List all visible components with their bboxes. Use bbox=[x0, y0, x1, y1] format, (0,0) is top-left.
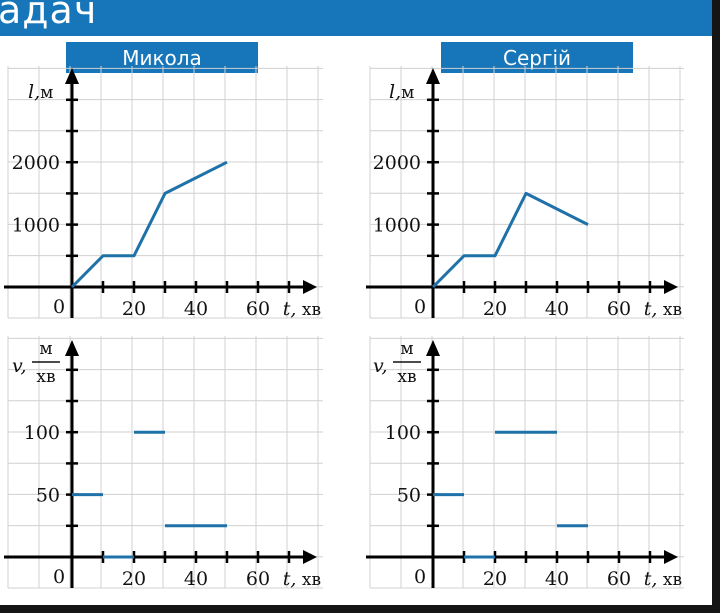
y-axis-arrow bbox=[65, 68, 79, 84]
y-axis-arrow bbox=[65, 340, 79, 356]
x-tick-label: 60 bbox=[607, 298, 631, 320]
y-axis-label-symbol: v, bbox=[373, 355, 388, 377]
x-axis-label-unit: хв bbox=[296, 300, 321, 320]
x-axis-label-symbol: t, bbox=[644, 298, 658, 320]
chart-serhii-distance: 20 40 60 1000 2000 0 t, хв l,м bbox=[366, 66, 684, 320]
x-axis-arrow bbox=[664, 550, 678, 564]
distance-series-line bbox=[70, 160, 228, 289]
y-axis-label-unit: м bbox=[401, 83, 414, 103]
x-axis-label-unit: хв bbox=[657, 570, 682, 590]
y-tick-label: 50 bbox=[397, 485, 421, 507]
x-tick-label: 20 bbox=[122, 298, 146, 320]
x-tick-label: 40 bbox=[545, 298, 569, 320]
y-tick-label: 1000 bbox=[373, 215, 421, 237]
y-tick-label: 100 bbox=[385, 422, 421, 444]
x-tick-label: 40 bbox=[184, 298, 208, 320]
x-axis-arrow bbox=[303, 550, 317, 564]
origin-label: 0 bbox=[414, 296, 426, 318]
y-tick-label: 1000 bbox=[12, 215, 60, 237]
name-label-mykola: Микола bbox=[66, 42, 258, 73]
origin-label: 0 bbox=[414, 566, 426, 588]
y-axis-label-numerator: м bbox=[400, 339, 413, 359]
x-axis-label-symbol: t, bbox=[283, 298, 297, 320]
x-tick-label: 40 bbox=[184, 568, 208, 590]
y-axis-label-unit: м bbox=[40, 83, 53, 103]
origin-label: 0 bbox=[53, 566, 65, 588]
y-axis-label-denominator: хв bbox=[36, 367, 55, 387]
x-tick-label: 20 bbox=[483, 298, 507, 320]
y-axis-arrow bbox=[426, 68, 440, 84]
x-tick-label: 60 bbox=[246, 298, 270, 320]
y-axis-label-symbol: l, bbox=[28, 81, 40, 103]
y-axis-label-symbol: l, bbox=[389, 81, 401, 103]
x-tick-label: 60 bbox=[607, 568, 631, 590]
y-axis-label: l,м bbox=[389, 81, 414, 103]
x-tick-label: 20 bbox=[483, 568, 507, 590]
x-axis-label-unit: хв bbox=[657, 300, 682, 320]
x-axis-label-unit: хв bbox=[296, 570, 321, 590]
y-tick-label: 100 bbox=[24, 422, 60, 444]
y-tick-label: 50 bbox=[36, 485, 60, 507]
y-axis-label: l,м bbox=[28, 81, 53, 103]
name-label-serhii: Сергій bbox=[441, 42, 633, 73]
chart-mykola-distance: 20 40 60 1000 2000 0 t, хв l,м bbox=[4, 66, 323, 320]
title-banner: адач bbox=[0, 0, 712, 36]
banner-title: адач bbox=[0, 0, 98, 32]
y-axis-label-symbol: v, bbox=[12, 355, 27, 377]
x-axis-label-symbol: t, bbox=[283, 568, 297, 590]
chart-mykola-speed: 20 40 60 50 100 0 t, хв v, м хв bbox=[4, 336, 323, 590]
origin-label: 0 bbox=[53, 296, 65, 318]
y-axis-label-denominator: хв bbox=[397, 367, 416, 387]
x-axis-label: t, хв bbox=[644, 298, 682, 320]
y-tick-label: 2000 bbox=[12, 152, 60, 174]
y-tick-label: 2000 bbox=[373, 152, 421, 174]
x-tick-label: 20 bbox=[122, 568, 146, 590]
x-axis-arrow bbox=[664, 280, 678, 294]
x-axis-label: t, хв bbox=[644, 568, 682, 590]
x-tick-label: 40 bbox=[545, 568, 569, 590]
distance-series-line bbox=[431, 191, 589, 289]
x-axis-label: t, хв bbox=[283, 298, 321, 320]
y-axis-arrow bbox=[426, 340, 440, 356]
chart-serhii-speed: 20 40 60 50 100 0 t, хв v, м хв bbox=[366, 336, 684, 590]
y-axis-label-numerator: м bbox=[39, 339, 52, 359]
x-axis-label: t, хв bbox=[283, 568, 321, 590]
x-axis-label-symbol: t, bbox=[644, 568, 658, 590]
x-axis-arrow bbox=[303, 280, 317, 294]
x-tick-label: 60 bbox=[246, 568, 270, 590]
